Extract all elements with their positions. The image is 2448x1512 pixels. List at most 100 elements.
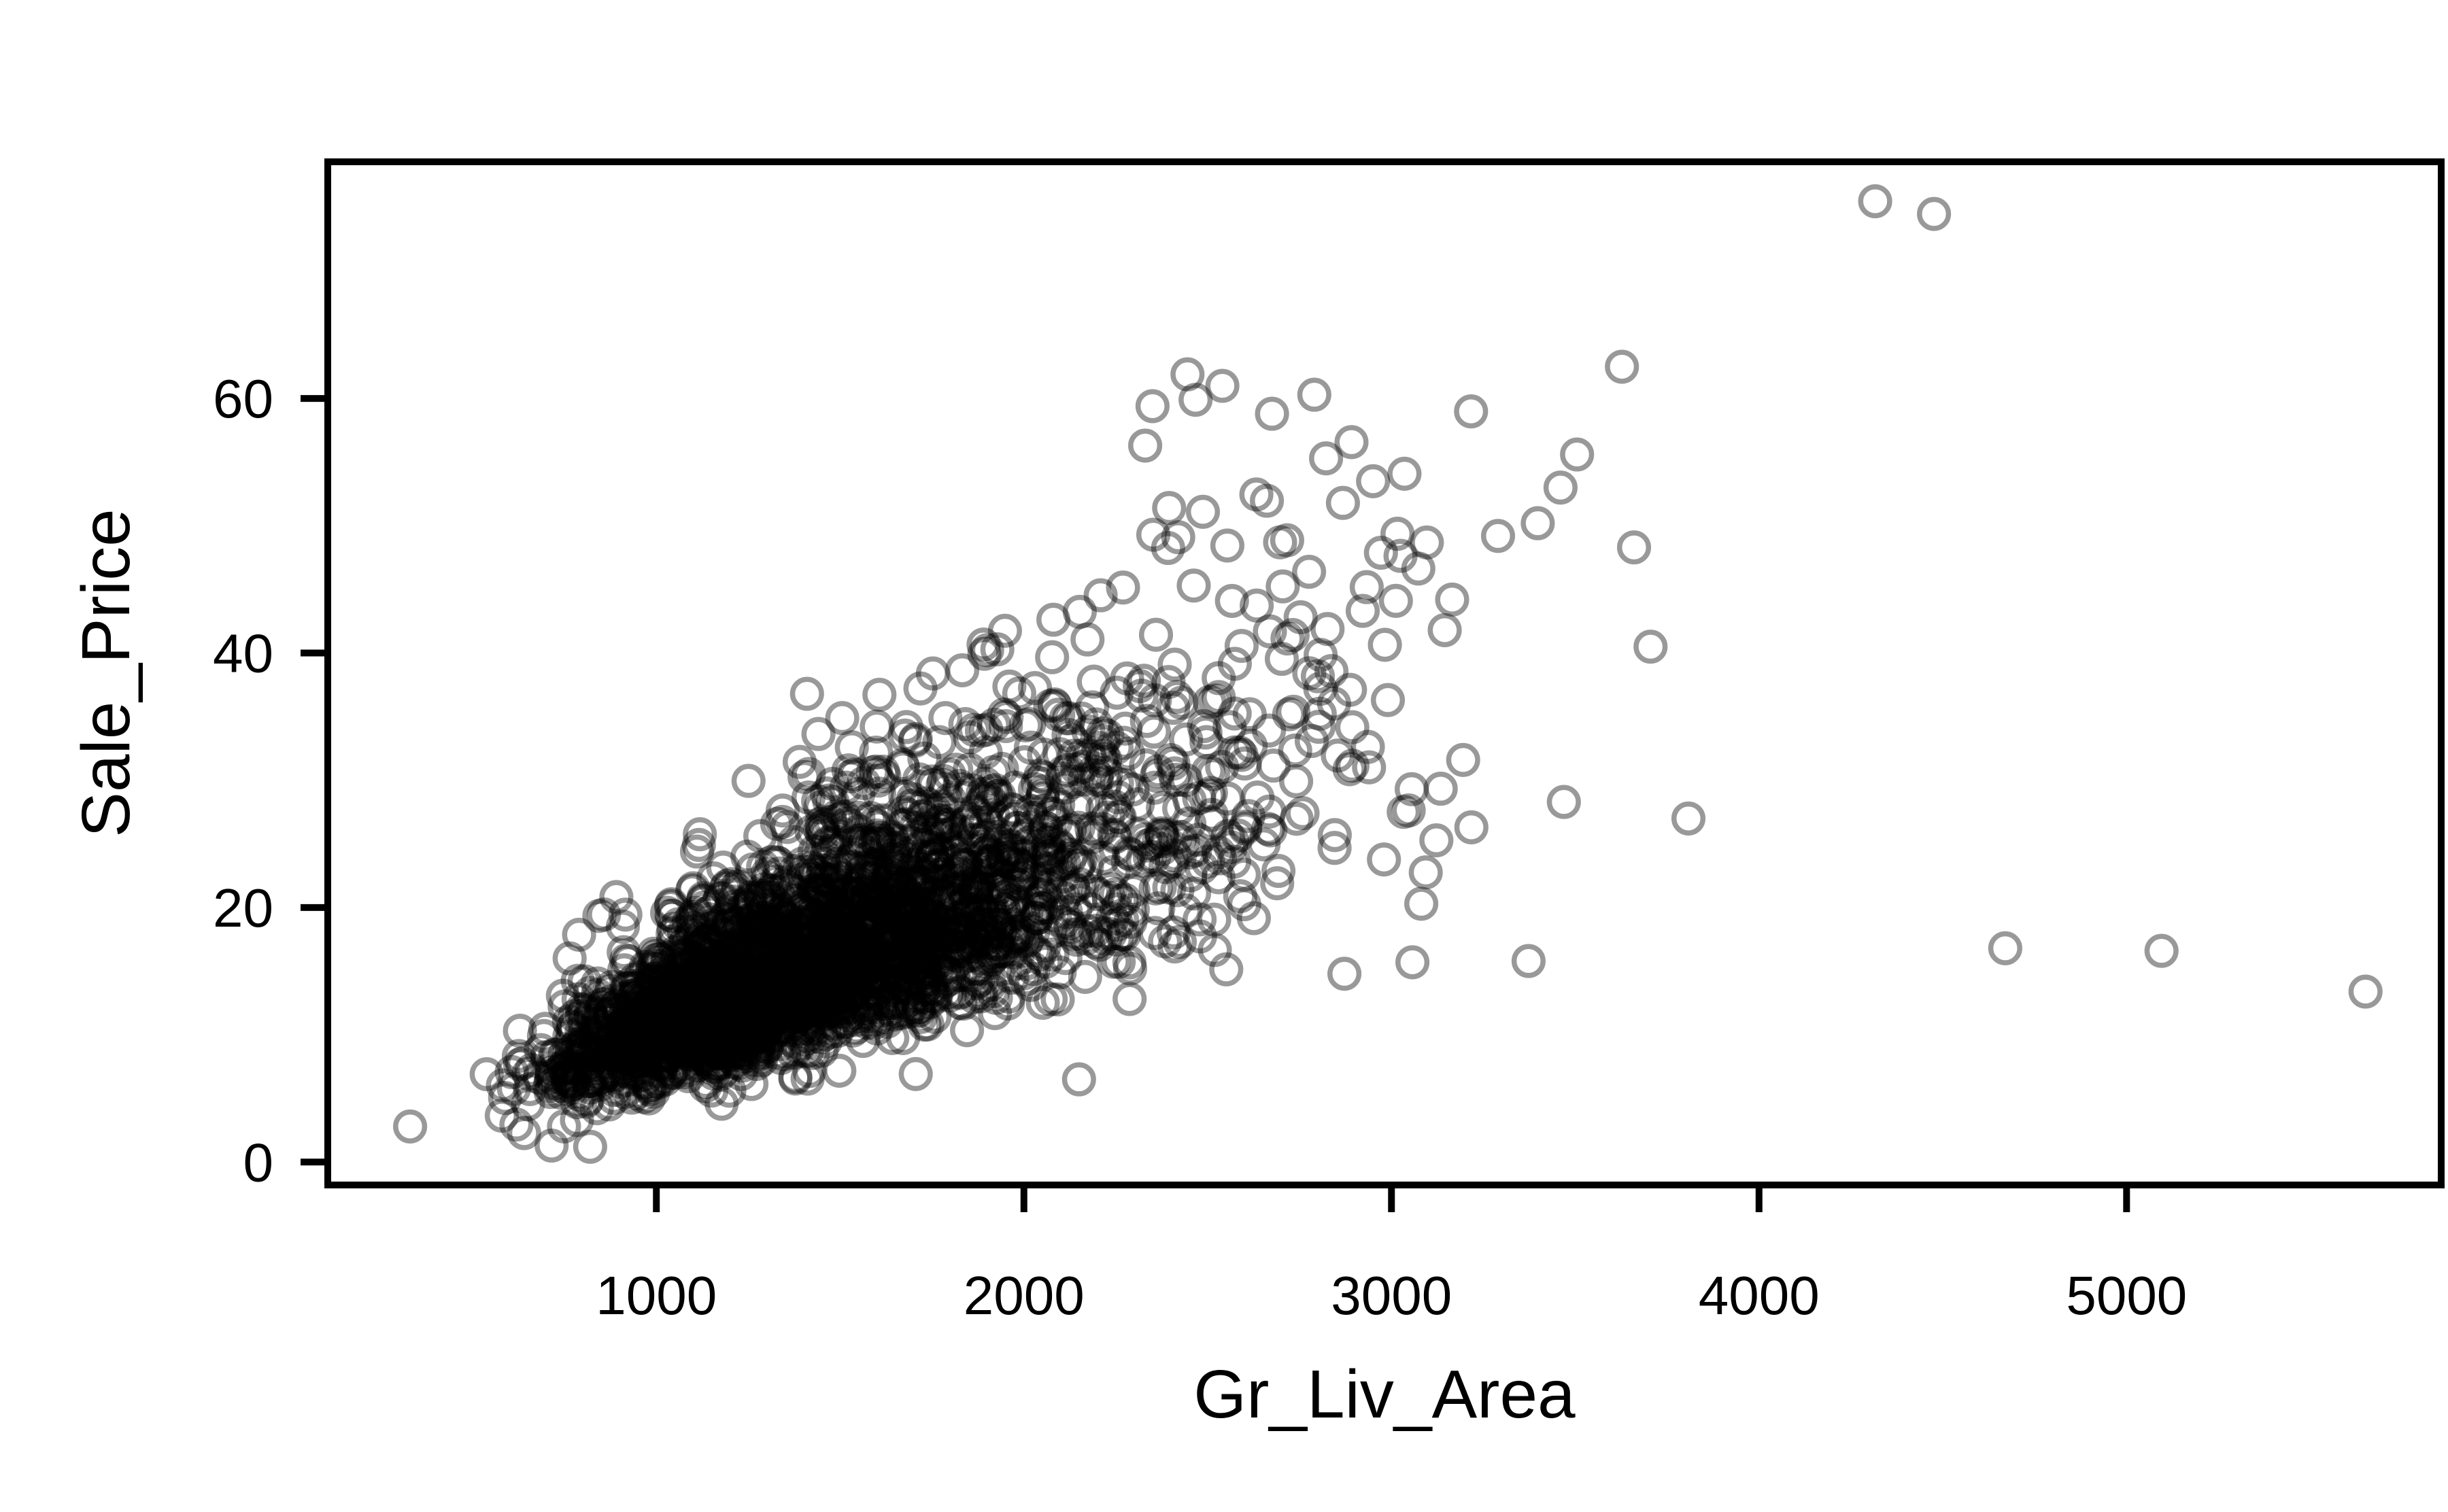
scatter-point [920,819,955,854]
scatter-point [697,999,732,1033]
scatter-point [671,997,706,1031]
scatter-point [806,853,840,888]
scatter-point [762,895,797,930]
scatter-point [1076,664,1111,699]
scatter-point [657,1049,692,1084]
scatter-point [756,973,791,1008]
scatter-point [868,942,903,977]
scatter-point [811,940,846,975]
scatter-point [564,1014,599,1049]
scatter-point [808,883,843,918]
scatter-point [600,988,634,1023]
scatter-point [681,827,716,862]
scatter-point [726,964,761,999]
scatter-point [729,969,764,1004]
scatter-point [1121,787,1155,822]
scatter-point [639,943,673,978]
scatter-point [936,927,970,962]
scatter-point [832,952,867,986]
scatter-point [687,925,721,960]
scatter-point [993,832,1027,867]
scatter-point [843,855,879,889]
scatter-point [667,1023,702,1058]
scatter-point [596,1080,631,1116]
scatter-point [543,1076,578,1110]
scatter-point [785,1011,819,1046]
scatter-point [1236,901,1271,935]
scatter-point [980,927,1015,961]
scatter-point [887,932,922,967]
scatter-point [660,1006,695,1040]
scatter-point [938,919,973,954]
scatter-point [971,848,1006,883]
scatter-point [618,1016,653,1050]
scatter-point [682,1006,717,1040]
scatter-point [989,844,1024,878]
scatter-point [816,948,851,983]
scatter-point [743,935,778,969]
scatter-point [664,999,699,1034]
scatter-point [602,1033,637,1068]
scatter-point [647,1001,681,1036]
scatter-point [817,901,851,935]
scatter-point [724,1036,760,1071]
scatter-point [713,1010,747,1044]
scatter-point [1059,923,1094,957]
scatter-point [1156,915,1191,950]
scatter-point [810,936,845,971]
scatter-point [663,997,698,1032]
scatter-point [664,958,698,993]
scatter-point [739,1046,774,1081]
scatter-point [826,1005,861,1040]
scatter-point [683,984,718,1020]
scatter-point [804,1033,839,1068]
scatter-point [588,1016,623,1051]
scatter-point [819,940,854,974]
scatter-point [828,874,862,908]
scatter-point [904,897,939,932]
scatter-point [709,1037,743,1072]
y-tick-label: 20 [213,878,273,938]
scatter-point [760,993,794,1028]
scatter-point [904,936,939,971]
scatter-point [710,955,745,989]
scatter-point [998,770,1033,805]
scatter-point [1112,945,1146,980]
scatter-point [906,948,940,983]
scatter-point [763,904,798,939]
scatter-point [671,1018,706,1052]
scatter-point [772,931,806,966]
scatter-point [905,858,940,893]
scatter-point [1107,917,1142,952]
scatter-point [1142,823,1176,859]
scatter-point [802,874,837,909]
scatter-point [761,889,796,925]
scatter-point [775,1007,810,1042]
scatter-point [1060,848,1095,883]
scatter-point [997,919,1032,954]
scatter-point [721,966,756,1001]
scatter-point [1074,811,1109,846]
scatter-point [673,974,708,1008]
scatter-point [1026,841,1061,876]
scatter-point [765,793,800,828]
scatter-point [651,999,686,1033]
scatter-point [1394,772,1429,806]
scatter-point [514,1052,549,1087]
scatter-point [1063,844,1098,879]
scatter-point [987,697,1021,732]
scatter-point [800,942,835,977]
scatter-point [756,880,791,915]
scatter-point [802,977,836,1012]
scatter-point [874,848,909,883]
scatter-point [1012,825,1047,859]
scatter-point [846,1024,881,1059]
scatter-point [782,944,817,979]
scatter-point [813,877,848,912]
scatter-point [1032,835,1068,870]
scatter-point [547,1051,582,1086]
scatter-point [872,842,907,877]
scatter-point [776,887,811,921]
scatter-point [653,1040,688,1074]
scatter-point [937,919,972,954]
